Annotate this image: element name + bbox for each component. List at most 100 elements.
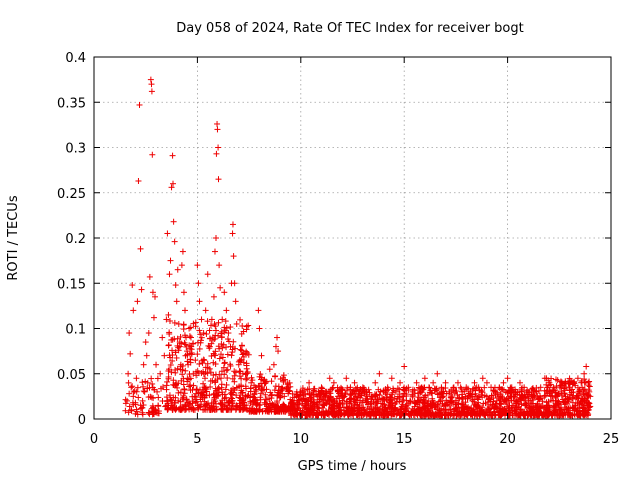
data-point [213, 387, 220, 394]
data-point [521, 397, 528, 404]
data-point [530, 387, 537, 394]
data-point [207, 383, 214, 390]
data-point [454, 379, 461, 386]
data-point [134, 298, 141, 305]
data-point [479, 389, 486, 396]
data-point [186, 325, 193, 332]
data-point [223, 367, 230, 374]
data-point [550, 397, 557, 404]
data-point [392, 388, 399, 395]
data-point [318, 411, 325, 418]
data-point [525, 388, 532, 395]
data-point [347, 384, 354, 391]
data-point [134, 411, 141, 418]
data-point [367, 412, 374, 419]
data-point [236, 394, 243, 401]
data-point [148, 81, 155, 88]
data-point [544, 402, 551, 409]
data-point [207, 335, 214, 342]
data-point [218, 333, 225, 340]
data-point [148, 394, 155, 401]
data-point [182, 367, 189, 374]
data-point [571, 411, 578, 418]
data-point [145, 330, 152, 337]
data-point [372, 379, 379, 386]
data-point [244, 393, 251, 400]
data-point [549, 410, 556, 417]
data-point [457, 384, 464, 391]
data-point [187, 375, 194, 382]
data-point [220, 341, 227, 348]
data-point [216, 262, 223, 269]
data-point [522, 400, 529, 407]
data-point [431, 385, 438, 392]
data-point [401, 387, 408, 394]
data-point [559, 412, 566, 419]
data-point [335, 388, 342, 395]
data-point [212, 327, 219, 334]
data-point [224, 399, 231, 406]
data-point [566, 394, 573, 401]
data-point [469, 407, 476, 414]
data-point [579, 395, 586, 402]
data-point [218, 368, 225, 375]
data-point [447, 397, 454, 404]
data-point [401, 363, 408, 370]
y-tick-label: 0.35 [57, 96, 86, 111]
data-point [340, 404, 347, 411]
data-point [388, 408, 395, 415]
data-point [348, 392, 355, 399]
data-point [212, 323, 219, 330]
data-point [201, 406, 208, 413]
data-point [169, 336, 176, 343]
data-point [412, 400, 419, 407]
y-tick-label: 0.4 [65, 51, 86, 66]
data-point [194, 387, 201, 394]
data-point [343, 375, 350, 382]
data-point [304, 406, 311, 413]
data-point [137, 245, 144, 252]
data-point [215, 319, 222, 326]
data-point [368, 393, 375, 400]
data-point [302, 390, 309, 397]
data-point [565, 380, 572, 387]
data-point [434, 370, 441, 377]
data-point [410, 407, 417, 414]
data-point [268, 404, 275, 411]
data-point [309, 403, 316, 410]
data-point [247, 385, 254, 392]
data-point [508, 384, 515, 391]
data-point [558, 379, 565, 386]
data-point [481, 384, 488, 391]
data-point [496, 384, 503, 391]
data-point [255, 307, 262, 314]
data-point [150, 395, 157, 402]
data-point [441, 400, 448, 407]
data-point [189, 400, 196, 407]
data-point [202, 307, 209, 314]
data-point [411, 412, 418, 419]
data-point [280, 372, 287, 379]
data-point [148, 88, 155, 95]
data-point [526, 406, 533, 413]
data-point [558, 388, 565, 395]
data-point [387, 394, 394, 401]
data-point [384, 391, 391, 398]
data-point [132, 399, 139, 406]
data-point [270, 361, 277, 368]
data-point [463, 384, 470, 391]
data-point [198, 334, 205, 341]
data-point [272, 343, 279, 350]
data-point [296, 401, 303, 408]
data-point [272, 402, 279, 409]
data-point [231, 378, 238, 385]
y-tick-label: 0.3 [65, 142, 86, 157]
data-point [173, 354, 180, 361]
data-point [358, 392, 365, 399]
data-point [416, 410, 423, 417]
data-point [188, 404, 195, 411]
data-point [163, 316, 170, 323]
data-point [173, 298, 180, 305]
data-point [271, 373, 278, 380]
data-point [196, 345, 203, 352]
